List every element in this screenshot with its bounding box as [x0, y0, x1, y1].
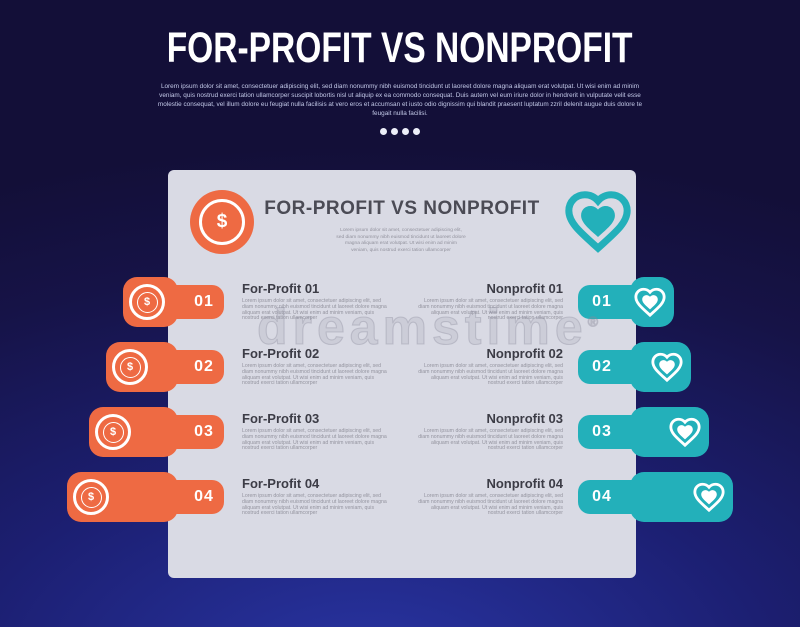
forprofit-number: 03	[194, 423, 214, 440]
dot-icon	[402, 128, 409, 135]
panel-title: For-Profit vs Nonprofit	[264, 198, 540, 219]
nonprofit-number: 04	[592, 488, 612, 505]
dollar-coin-icon: $	[190, 190, 254, 254]
dollar-coin-icon: $	[95, 414, 131, 450]
dollar-symbol: $	[80, 486, 102, 508]
item-title: Nonprofit 04	[486, 476, 563, 491]
dollar-coin-icon: $	[112, 349, 148, 385]
dot-icon	[391, 128, 398, 135]
item-title: Nonprofit 03	[486, 411, 563, 426]
forprofit-text-block: For-Profit 03 Lorem ipsum dolor sit amet…	[242, 411, 392, 452]
item-body: Lorem ipsum dolor sit amet, consectetuer…	[242, 428, 387, 452]
forprofit-number: 04	[194, 488, 214, 505]
dollar-coin-icon: $	[129, 284, 165, 320]
item-body: Lorem ipsum dolor sit amet, consectetuer…	[242, 298, 387, 322]
nonprofit-number: 01	[592, 293, 612, 310]
comparison-row-2: $ 02 For-Profit 02 Lorem ipsum dolor sit…	[0, 342, 800, 392]
dot-icon	[380, 128, 387, 135]
dollar-symbol: $	[199, 199, 245, 245]
comparison-row-1: $ 01 For-Profit 01 Lorem ipsum dolor sit…	[0, 277, 800, 327]
page-title: For-Profit vs Nonprofit	[167, 24, 633, 72]
separator-dots	[0, 128, 800, 135]
forprofit-text-block: For-Profit 01 Lorem ipsum dolor sit amet…	[242, 281, 392, 322]
forprofit-text-block: For-Profit 04 Lorem ipsum dolor sit amet…	[242, 476, 392, 517]
nonprofit-number: 02	[592, 358, 612, 375]
item-body: Lorem ipsum dolor sit amet, consectetuer…	[418, 428, 563, 452]
heart-icon	[691, 480, 727, 519]
dollar-coin-icon: $	[73, 479, 109, 515]
item-title: Nonprofit 02	[486, 346, 563, 361]
nonprofit-tab	[630, 407, 709, 457]
heart-icon	[649, 350, 685, 389]
item-body: Lorem ipsum dolor sit amet, consectetuer…	[242, 363, 387, 387]
heart-icon	[560, 186, 636, 261]
dot-icon	[413, 128, 420, 135]
panel-subtitle: Lorem ipsum dolor sit amet, consectetuer…	[336, 228, 466, 253]
nonprofit-number: 03	[592, 423, 612, 440]
dollar-symbol: $	[136, 291, 158, 313]
forprofit-number: 02	[194, 358, 214, 375]
nonprofit-text-block: Nonprofit 03 Lorem ipsum dolor sit amet,…	[413, 411, 563, 452]
item-title: For-Profit 04	[242, 476, 320, 491]
heart-icon	[632, 285, 668, 324]
item-title: For-Profit 02	[242, 346, 320, 361]
item-title: For-Profit 03	[242, 411, 320, 426]
comparison-row-3: $ 03 For-Profit 03 Lorem ipsum dolor sit…	[0, 407, 800, 457]
heart-icon	[667, 415, 703, 454]
nonprofit-text-block: Nonprofit 04 Lorem ipsum dolor sit amet,…	[413, 476, 563, 517]
dollar-symbol: $	[102, 421, 124, 443]
item-body: Lorem ipsum dolor sit amet, consectetuer…	[242, 493, 387, 517]
forprofit-text-block: For-Profit 02 Lorem ipsum dolor sit amet…	[242, 346, 392, 387]
item-title: Nonprofit 01	[486, 281, 563, 296]
nonprofit-text-block: Nonprofit 02 Lorem ipsum dolor sit amet,…	[413, 346, 563, 387]
nonprofit-text-block: Nonprofit 01 Lorem ipsum dolor sit amet,…	[413, 281, 563, 322]
dollar-symbol: $	[119, 356, 141, 378]
comparison-row-4: $ 04 For-Profit 04 Lorem ipsum dolor sit…	[0, 472, 800, 522]
item-body: Lorem ipsum dolor sit amet, consectetuer…	[418, 363, 563, 387]
item-body: Lorem ipsum dolor sit amet, consectetuer…	[418, 493, 563, 517]
item-body: Lorem ipsum dolor sit amet, consectetuer…	[418, 298, 563, 322]
forprofit-number: 01	[194, 293, 214, 310]
item-title: For-Profit 01	[242, 281, 320, 296]
page-intro-text: Lorem ipsum dolor sit amet, consectetuer…	[157, 83, 643, 117]
